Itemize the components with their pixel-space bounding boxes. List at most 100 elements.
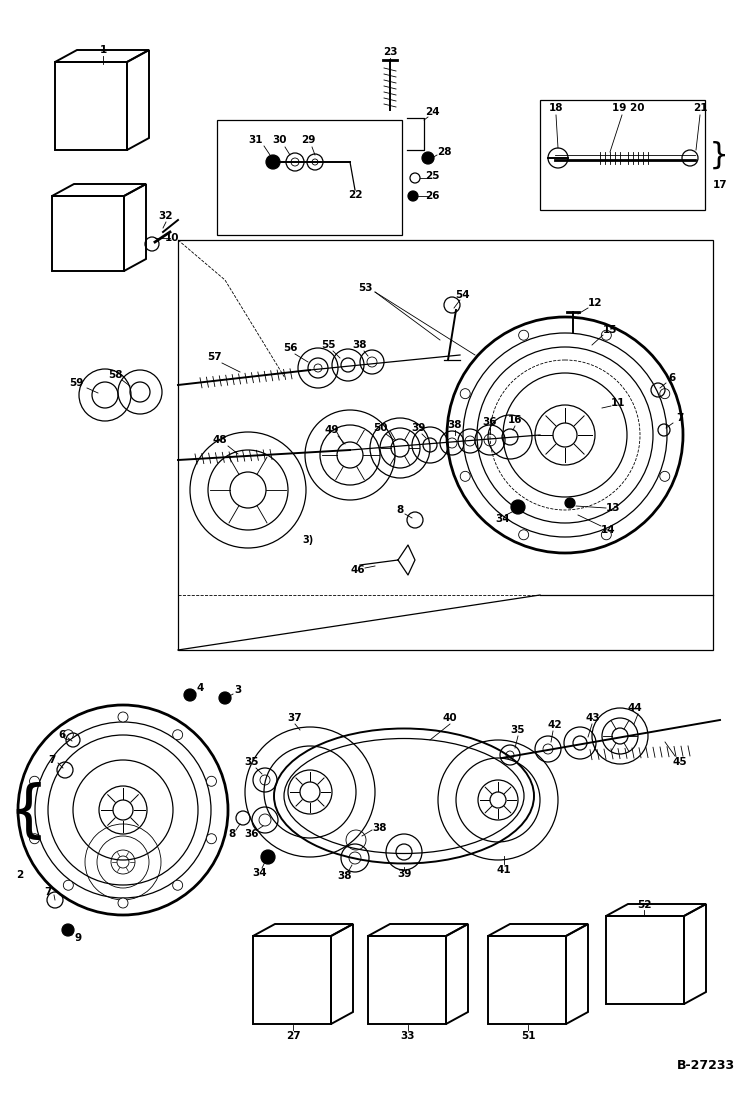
Text: 34: 34 [496,514,510,524]
Circle shape [207,834,216,844]
Circle shape [261,850,275,864]
Text: 31: 31 [249,135,263,145]
Bar [178,240,713,651]
Circle shape [219,692,231,704]
Text: 29: 29 [301,135,315,145]
Text: 55: 55 [321,340,336,350]
Text: 34: 34 [252,868,267,878]
Circle shape [422,152,434,163]
Text: 49: 49 [325,425,339,436]
Text: 10: 10 [165,233,179,244]
Bar [55,63,127,150]
Text: 25: 25 [425,171,439,181]
Text: {: { [9,782,46,842]
Bar [253,936,331,1024]
Text: 50: 50 [373,423,387,433]
Text: 18: 18 [549,103,563,113]
Text: 21: 21 [693,103,707,113]
Circle shape [173,730,183,739]
Text: 38: 38 [338,871,352,881]
Text: 43: 43 [586,713,600,723]
Text: 28: 28 [437,147,451,157]
Text: 12: 12 [588,298,602,308]
Text: 38: 38 [353,340,367,350]
Text: 14: 14 [601,525,616,535]
Text: 58: 58 [108,370,122,380]
Circle shape [118,898,128,908]
Text: 16: 16 [508,415,522,425]
Circle shape [660,388,670,398]
Text: 42: 42 [548,720,562,730]
Text: 56: 56 [283,343,297,353]
Text: 38: 38 [448,420,462,430]
Circle shape [601,330,611,340]
Text: 53: 53 [358,283,372,293]
Circle shape [266,155,280,169]
Bar [52,196,124,271]
Text: 8: 8 [396,505,404,514]
Text: 38: 38 [373,823,387,833]
Text: 3: 3 [234,685,242,695]
Text: 33: 33 [401,1031,415,1041]
Text: 13: 13 [606,504,620,513]
Text: 2: 2 [16,870,24,880]
Text: B-27233: B-27233 [677,1059,735,1072]
Text: 52: 52 [637,900,651,911]
Bar [488,936,566,1024]
Text: 19 20: 19 20 [612,103,644,113]
Text: 59: 59 [69,378,83,388]
Text: 37: 37 [288,713,303,723]
Bar [368,936,446,1024]
Text: 23: 23 [383,47,397,57]
Text: 7: 7 [44,887,52,897]
Text: }: } [710,140,728,170]
Text: 6: 6 [668,373,676,383]
Text: 6: 6 [58,730,66,740]
Circle shape [62,924,74,936]
Circle shape [565,498,575,508]
Text: 15: 15 [603,325,617,335]
Text: 26: 26 [425,191,439,201]
Circle shape [118,712,128,722]
Text: 36: 36 [245,829,259,839]
Circle shape [29,777,40,787]
Text: 48: 48 [213,436,227,445]
Circle shape [184,689,196,701]
Bar [606,916,684,1004]
Circle shape [601,530,611,540]
Circle shape [173,880,183,891]
Text: 1: 1 [100,45,106,55]
Text: 8: 8 [228,829,236,839]
Bar [540,100,705,210]
Text: 39: 39 [397,869,411,879]
Text: 35: 35 [245,757,259,767]
Circle shape [64,730,73,739]
Text: 45: 45 [673,757,688,767]
Circle shape [518,530,529,540]
Circle shape [660,472,670,482]
Circle shape [64,880,73,891]
Text: 24: 24 [425,108,440,117]
Text: 35: 35 [511,725,525,735]
Text: 7: 7 [49,755,55,765]
Text: 11: 11 [610,398,625,408]
Text: 40: 40 [443,713,458,723]
Circle shape [29,834,40,844]
Text: 54: 54 [455,290,470,299]
Text: 39: 39 [410,423,425,433]
Text: 17: 17 [713,180,727,190]
Text: 41: 41 [497,866,512,875]
Text: 30: 30 [273,135,288,145]
Text: 51: 51 [521,1031,536,1041]
Text: 22: 22 [348,190,363,200]
Text: 44: 44 [628,703,643,713]
Circle shape [511,500,525,514]
Text: 32: 32 [159,211,173,220]
Text: 7: 7 [676,412,684,423]
Circle shape [460,472,470,482]
Text: 4: 4 [196,683,204,693]
Text: 9: 9 [74,934,82,943]
Circle shape [460,388,470,398]
Text: 27: 27 [285,1031,300,1041]
Text: 46: 46 [351,565,366,575]
